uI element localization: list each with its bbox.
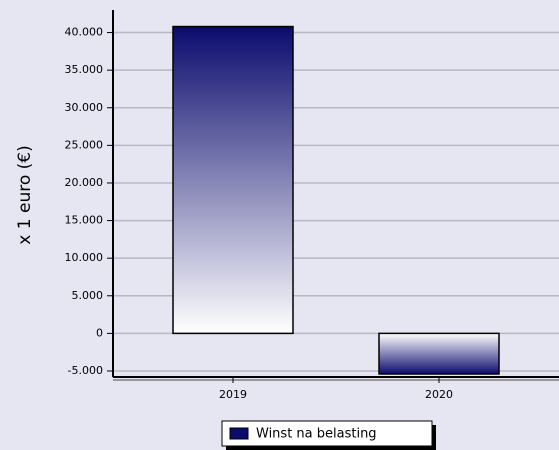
y-tick-label: 25.000: [65, 138, 104, 151]
legend: [221, 420, 433, 447]
x-tick-label: 2019: [219, 388, 247, 401]
y-tick-label: 35.000: [65, 63, 104, 76]
bar: [172, 25, 294, 335]
y-tick-label: 40.000: [65, 26, 104, 39]
y-tick-label: -5.000: [68, 364, 103, 377]
legend-swatch: [229, 427, 249, 440]
y-tick-label: 5.000: [72, 289, 104, 302]
x-tick-label: 2020: [425, 388, 453, 401]
y-tick-label: 20.000: [65, 176, 104, 189]
y-tick-label: 30.000: [65, 101, 104, 114]
bar: [378, 332, 500, 375]
legend-label: Winst na belasting: [256, 427, 377, 442]
y-axis-label: x 1 euro (€): [15, 145, 35, 244]
y-tick-label: 0: [96, 326, 103, 339]
y-tick-label: 10.000: [65, 251, 104, 264]
y-tick-label: 15.000: [65, 214, 104, 227]
